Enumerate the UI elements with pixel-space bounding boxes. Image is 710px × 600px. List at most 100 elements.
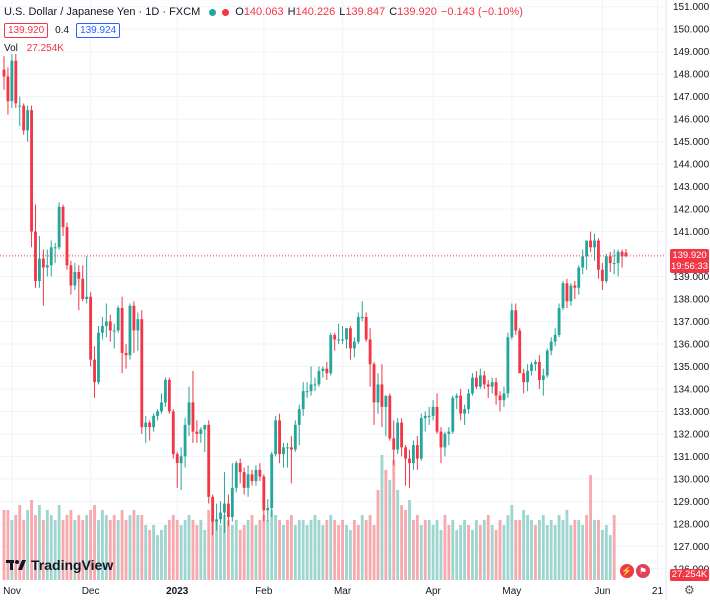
candle-body (600, 269, 604, 282)
volume-bar (325, 520, 329, 580)
volume-bar (597, 520, 600, 580)
candle-body (510, 310, 514, 338)
volume-bar (482, 520, 486, 580)
volume-bar (93, 505, 96, 580)
candle-body (341, 339, 344, 341)
candle-body (541, 375, 545, 380)
y-tick-label: 146.000 (673, 115, 710, 126)
candle-body (537, 361, 541, 380)
volume-bar (577, 520, 581, 580)
candle-body (415, 445, 419, 459)
candle-body (30, 110, 33, 232)
candle-body (463, 409, 467, 414)
x-tick-label: Nov (3, 586, 21, 597)
volume-bar (585, 515, 589, 580)
candle-body (116, 307, 120, 331)
symbol-title[interactable]: U.S. Dollar / Japanese Yen · 1D · FXCM (4, 6, 201, 18)
volume-bar (541, 515, 545, 580)
volume-bar (270, 510, 274, 580)
candle-body (152, 415, 156, 428)
volume-bar (384, 470, 388, 580)
candle-body (498, 395, 502, 401)
candle-body (392, 438, 396, 450)
candle-body (616, 251, 620, 264)
candle-body (577, 267, 581, 288)
volume-bar (124, 520, 128, 580)
volume-bar (380, 455, 384, 580)
flag-icon[interactable]: ⚑ (636, 564, 650, 578)
y-tick-label: 139.000 (673, 272, 710, 283)
candle-body (41, 258, 45, 268)
volume-bar (97, 520, 100, 580)
volume-bar (364, 520, 368, 580)
volume-bar (211, 515, 215, 580)
volume-bar (293, 525, 297, 580)
candle-body (345, 328, 348, 340)
candle-body (289, 447, 293, 450)
volume-bar (360, 515, 364, 580)
volume-label[interactable]: Vol (4, 43, 18, 54)
candle-body (238, 463, 242, 473)
candle-body (77, 272, 81, 279)
volume-bar (101, 510, 104, 580)
candle-body (317, 370, 321, 385)
flash-icon[interactable]: ⚡ (620, 564, 634, 578)
volume-bar (309, 520, 313, 580)
volume-bar (199, 520, 203, 580)
candle-body (195, 431, 199, 434)
volume-bar (561, 520, 565, 580)
volume-bar (471, 530, 474, 580)
last-price-value: 139.920 (672, 250, 707, 261)
volume-bar (254, 525, 258, 580)
volume-bar (459, 525, 463, 580)
y-tick-label: 142.000 (673, 205, 710, 216)
volume-bar (392, 460, 396, 580)
candle-body (301, 391, 305, 410)
symbol-header: U.S. Dollar / Japanese Yen · 1D · FXCM O… (4, 4, 527, 20)
close-label: C (389, 6, 398, 18)
candle-body (439, 431, 443, 448)
candle-body (207, 424, 211, 497)
volume-bar (451, 520, 455, 580)
volume-bar (69, 510, 73, 580)
y-tick-label: 137.000 (673, 317, 710, 328)
candle-body (482, 375, 486, 385)
volume-bar (349, 530, 352, 580)
volume-bar (156, 535, 159, 580)
candle-body (545, 350, 549, 376)
candle-body (471, 377, 474, 394)
candle-body (360, 316, 364, 318)
candle-body (242, 472, 246, 488)
volume-bar (167, 520, 171, 580)
tradingview-logo[interactable]: TradingView (6, 557, 113, 573)
volume-bar (234, 520, 238, 580)
candle-body (593, 240, 596, 248)
volume-bar (187, 515, 191, 580)
volume-bar (262, 515, 266, 580)
volume-bar (317, 520, 321, 580)
x-tick-label: 21 (652, 586, 664, 597)
settings-gear-icon[interactable]: ⚙ (684, 583, 695, 597)
volume-bar (305, 525, 309, 580)
candle-body (61, 206, 65, 228)
y-tick-label: 135.000 (673, 362, 710, 373)
volume-value: 27.254K (26, 43, 64, 54)
x-tick-label: Jun (594, 586, 610, 597)
buy-button[interactable]: 139.924 (76, 22, 121, 38)
volume-bar (388, 480, 392, 580)
volume-bar (608, 535, 612, 580)
volume-bar (549, 520, 553, 580)
candle-body (250, 474, 254, 482)
volume-bar (376, 490, 380, 580)
volume-bar (148, 530, 152, 580)
candle-body (321, 368, 325, 371)
candle-body (490, 382, 494, 387)
candle-body (97, 332, 100, 383)
volume-bar (81, 520, 85, 580)
y-tick-label: 136.000 (673, 339, 710, 350)
sell-button[interactable]: 139.920 (4, 22, 49, 38)
candle-body (423, 415, 427, 419)
volume-bar (404, 510, 407, 580)
candle-body (404, 447, 407, 459)
